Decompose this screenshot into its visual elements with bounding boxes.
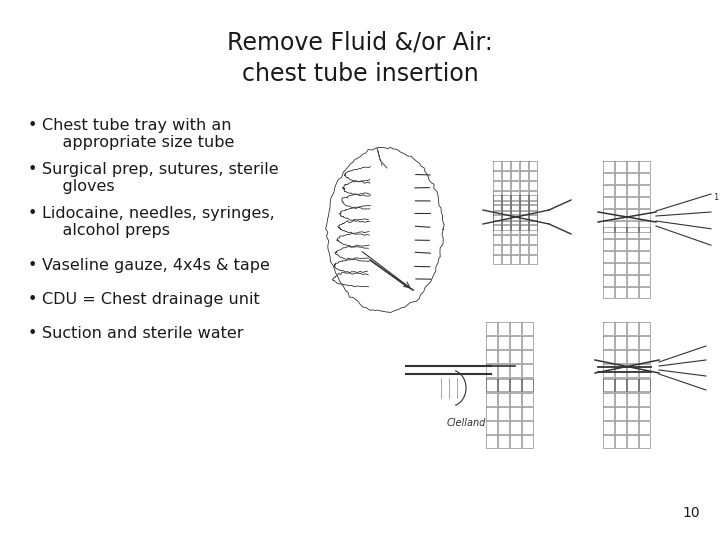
Text: Chest tube tray with an
    appropriate size tube: Chest tube tray with an appropriate size… (42, 118, 235, 151)
Text: 1: 1 (713, 193, 719, 202)
Text: Vaseline gauze, 4x4s & tape: Vaseline gauze, 4x4s & tape (42, 258, 270, 273)
Text: •: • (28, 326, 37, 341)
Text: •: • (28, 292, 37, 307)
Text: •: • (28, 162, 37, 177)
Text: Surgical prep, sutures, sterile
    gloves: Surgical prep, sutures, sterile gloves (42, 162, 279, 194)
Text: Suction and sterile water: Suction and sterile water (42, 326, 243, 341)
Text: Remove Fluid &/or Air:: Remove Fluid &/or Air: (227, 30, 493, 54)
Text: CDU = Chest drainage unit: CDU = Chest drainage unit (42, 292, 260, 307)
Text: •: • (28, 258, 37, 273)
Text: Lidocaine, needles, syringes,
    alcohol preps: Lidocaine, needles, syringes, alcohol pr… (42, 206, 275, 238)
Text: chest tube insertion: chest tube insertion (242, 62, 478, 86)
Text: •: • (28, 206, 37, 221)
Text: •: • (28, 118, 37, 133)
Text: 10: 10 (683, 506, 700, 520)
Text: Clelland: Clelland (446, 418, 486, 428)
